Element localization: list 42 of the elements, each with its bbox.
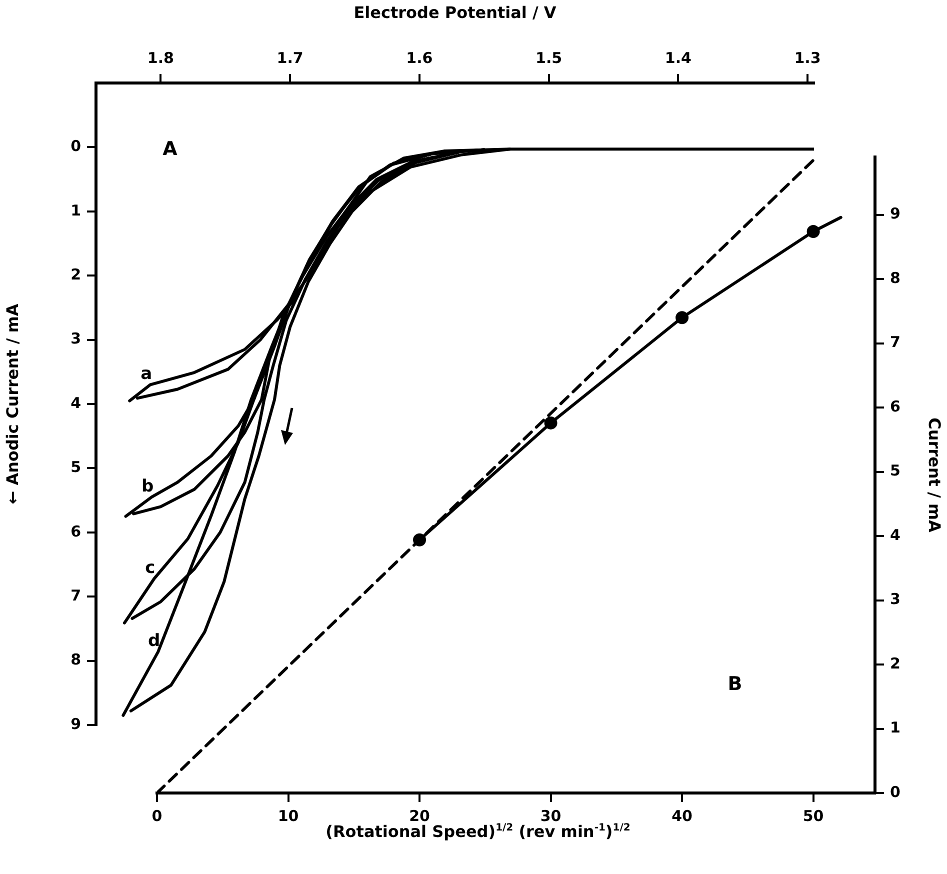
y-tick-label: 2 <box>70 265 81 284</box>
x-axis-title: Electrode Potential / V <box>354 2 557 22</box>
y-tick-label: 1 <box>70 201 81 220</box>
x-tick-label: 10 <box>278 806 299 825</box>
x-axis-title: (Rotational Speed)$^{1/2}$ (rev min$^{-1}$)$^{1/2}$ <box>326 822 630 841</box>
y-tick-label: 9 <box>70 714 81 733</box>
y-axis-title: ← Anodic Current / mA <box>2 303 22 504</box>
y-tick-label: 0 <box>70 137 81 156</box>
x-tick-label: 1.6 <box>406 48 433 67</box>
y2-tick-label: 4 <box>890 526 900 544</box>
x-tick-label: 1.3 <box>794 48 821 67</box>
y-tick-label: 4 <box>70 394 81 412</box>
x-tick-label: 40 <box>672 806 692 825</box>
x-tick-label: 0 <box>152 806 162 825</box>
y-tick-label: 5 <box>70 458 81 476</box>
series-label: b <box>142 476 154 497</box>
series-label: d <box>148 631 160 652</box>
annotation: A <box>162 138 178 160</box>
y2-tick-label: 6 <box>890 397 900 416</box>
y-tick-label: 8 <box>70 650 81 669</box>
y-tick-label: 3 <box>70 330 81 348</box>
x-tick-label: 1.8 <box>147 48 174 67</box>
x-tick-label: 20 <box>409 806 430 825</box>
y2-tick-label: 7 <box>890 333 900 352</box>
x-tick-label: 1.5 <box>536 48 562 67</box>
y2-axis-title: Current / mA <box>925 418 944 534</box>
y-tick-label: 6 <box>70 522 81 540</box>
annotation: B <box>728 672 742 695</box>
x-tick-label: 1.4 <box>664 48 692 67</box>
y2-tick-label: 9 <box>890 204 900 223</box>
series-label: a <box>140 364 152 384</box>
y2-tick-label: 0 <box>890 782 900 801</box>
y2-tick-label: 5 <box>890 462 900 480</box>
y2-tick-label: 8 <box>890 268 900 287</box>
series-label: c <box>145 558 156 578</box>
x-tick-label: 1.7 <box>276 48 304 67</box>
y2-tick-label: 1 <box>890 718 900 737</box>
y2-tick-label: 2 <box>890 654 900 672</box>
x-tick-label: 50 <box>802 806 824 825</box>
y-tick-label: 7 <box>70 586 81 604</box>
y2-tick-label: 3 <box>890 590 900 608</box>
x-tick-label: 30 <box>540 806 562 825</box>
